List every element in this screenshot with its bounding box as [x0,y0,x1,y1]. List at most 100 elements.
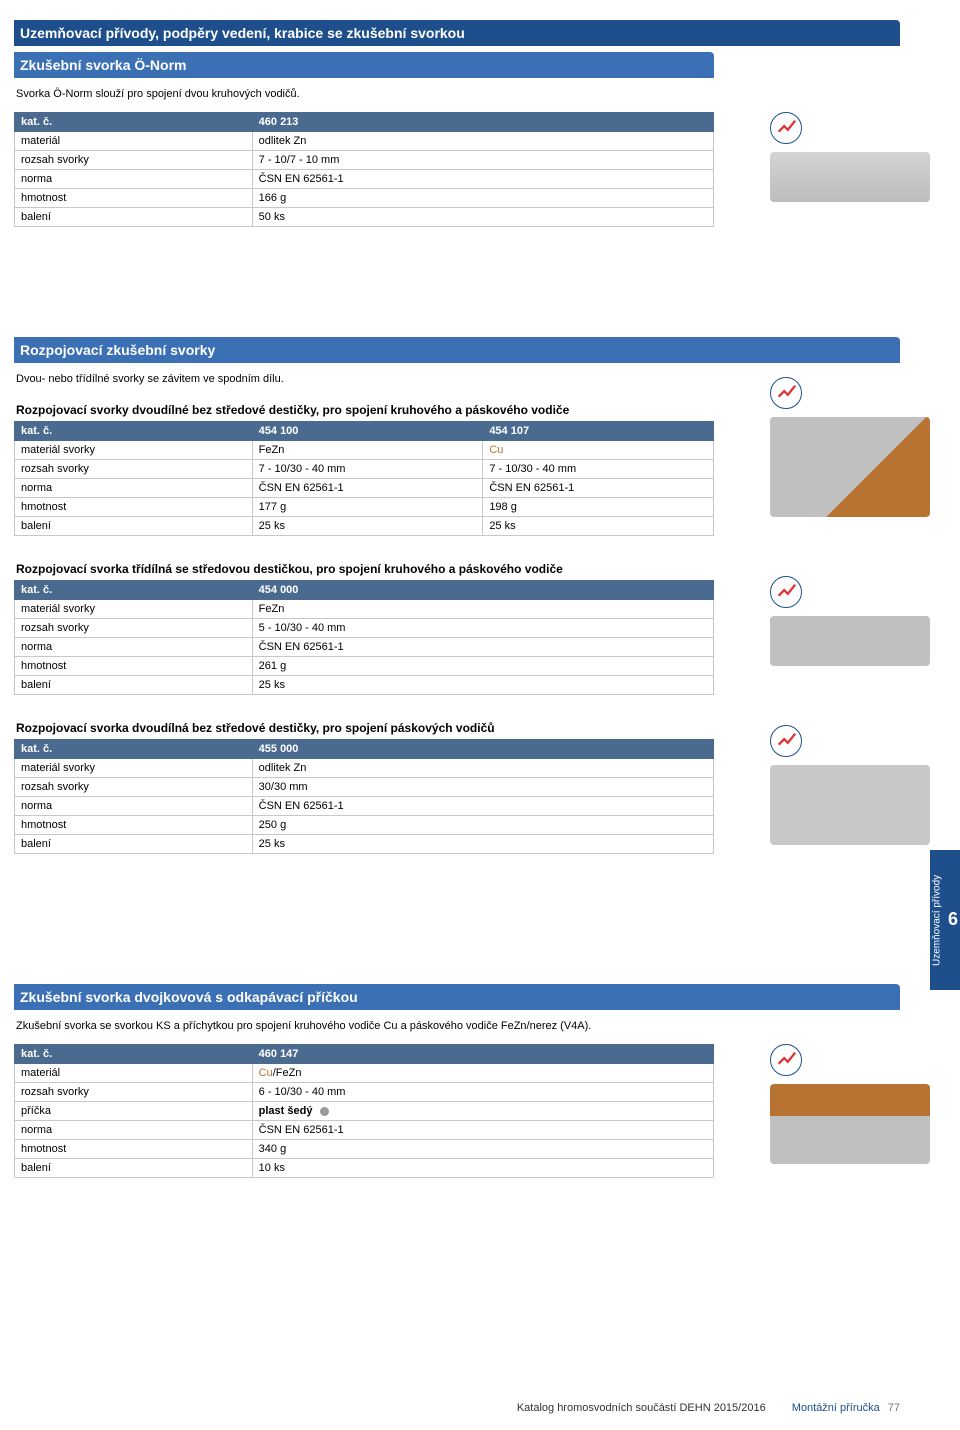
t4-r2v: 30/30 mm [252,778,713,797]
page-footer: Katalog hromosvodních součástí DEHN 2015… [517,1402,900,1414]
t5-r2k: rozsah svorky [15,1083,253,1102]
title-c: Rozpojovací svorka dvoudílná bez středov… [14,715,900,739]
t3-r2k: rozsah svorky [15,619,253,638]
t5-r2v: 6 - 10/30 - 40 mm [252,1083,713,1102]
grey-dot-icon [320,1107,329,1116]
t2-r5v2: 25 ks [483,517,714,536]
t1-r2k: rozsah svorky [15,151,253,170]
t2-r1v2: Cu [483,441,714,460]
footer-page: 77 [888,1402,900,1414]
t4-kat-val: 455 000 [252,740,713,759]
t3-kat-val: 454 000 [252,581,713,600]
section3-banner: Zkušební svorka dvojkovová s odkapávací … [14,984,900,1010]
t1-kat-label: kat. č. [15,113,253,132]
main-banner: Uzemňovací přívody, podpěry vedení, krab… [14,20,900,46]
spec-table-5: kat. č.460 147 materiál Cu/FeZn rozsah s… [14,1044,714,1178]
t5-r4v: ČSN EN 62561-1 [252,1121,713,1140]
section2-desc: Dvou- nebo třídílné svorky se závitem ve… [14,369,900,397]
t3-r4v: 261 g [252,657,713,676]
t3-r1k: materiál svorky [15,600,253,619]
footer-right-link[interactable]: Montážní příručka [792,1402,880,1414]
t2-c1: 454 100 [252,422,483,441]
t3-r5k: balení [15,676,253,695]
t5-r5v: 340 g [252,1140,713,1159]
t5-r1k: materiál [15,1064,253,1083]
block-2a: Rozpojovací svorky dvoudílné bez středov… [14,397,900,536]
t4-r1v: odlitek Zn [252,759,713,778]
t4-kat-label: kat. č. [15,740,253,759]
section2-title-a: Rozpojovací svorky dvoudílné bez středov… [14,397,900,421]
t4-r4v: 250 g [252,816,713,835]
t2-r4v1: 177 g [252,498,483,517]
product-image-area-2 [770,377,940,517]
t3-r1v: FeZn [252,600,713,619]
t5-r3v: plast šedý [259,1105,313,1117]
side-tab-label: Uzemňovací přívody [931,874,942,965]
t1-r5k: balení [15,208,253,227]
product-image-area-4 [770,725,940,845]
t2-r3v1: ČSN EN 62561-1 [252,479,483,498]
t5-kat-val: 460 147 [252,1045,713,1064]
block-3: kat. č.460 147 materiál Cu/FeZn rozsah s… [14,1044,900,1178]
t5-r5k: hmotnost [15,1140,253,1159]
t1-r4v: 166 g [252,189,713,208]
product-image-2 [770,417,930,517]
title-b: Rozpojovací svorka třídílná se středovou… [14,556,900,580]
product-image-area-1 [770,112,940,202]
t4-r5v: 25 ks [252,835,713,854]
t2-r2v1: 7 - 10/30 - 40 mm [252,460,483,479]
t1-r4k: hmotnost [15,189,253,208]
t1-r1v: odlitek Zn [252,132,713,151]
section3-desc: Zkušební svorka se svorkou KS a příchytk… [14,1016,900,1044]
t3-r5v: 25 ks [252,676,713,695]
t2-r3v2: ČSN EN 62561-1 [483,479,714,498]
side-tab: Uzemňovací přívody 6 [930,850,960,990]
t5-r6k: balení [15,1159,253,1178]
t1-r5v: 50 ks [252,208,713,227]
product-image-area-3 [770,576,940,666]
t3-r3v: ČSN EN 62561-1 [252,638,713,657]
t2-r5k: balení [15,517,253,536]
t4-r5k: balení [15,835,253,854]
t2-r2k: rozsah svorky [15,460,253,479]
t5-r3k: příčka [15,1102,253,1121]
block-2b: Rozpojovací svorka třídílná se středovou… [14,556,900,695]
t5-r6v: 10 ks [252,1159,713,1178]
t1-r1k: materiál [15,132,253,151]
tested-badge-icon [770,576,802,608]
footer-left: Katalog hromosvodních součástí DEHN 2015… [517,1402,766,1414]
t2-r4k: hmotnost [15,498,253,517]
sub-desc-1: Svorka Ö-Norm slouží pro spojení dvou kr… [14,84,900,112]
t3-r3k: norma [15,638,253,657]
t4-r3k: norma [15,797,253,816]
t2-r1v1: FeZn [252,441,483,460]
t2-r3k: norma [15,479,253,498]
t4-r1k: materiál svorky [15,759,253,778]
product-image-3 [770,616,930,666]
t2-kat-label: kat. č. [15,422,253,441]
t2-r2v2: 7 - 10/30 - 40 mm [483,460,714,479]
sub-banner-1: Zkušební svorka Ö-Norm [14,52,714,78]
product-image-1 [770,152,930,202]
t5-r1v-cu: Cu [259,1067,273,1079]
t3-r4k: hmotnost [15,657,253,676]
product-image-4 [770,765,930,845]
t2-r5v1: 25 ks [252,517,483,536]
t4-r3v: ČSN EN 62561-1 [252,797,713,816]
block-2c: Rozpojovací svorka dvoudílná bez středov… [14,715,900,854]
spec-table-4: kat. č.455 000 materiál svorkyodlitek Zn… [14,739,714,854]
spec-table-3: kat. č.454 000 materiál svorkyFeZn rozsa… [14,580,714,695]
tested-badge-icon [770,1044,802,1076]
product-image-5 [770,1084,930,1164]
t1-r3k: norma [15,170,253,189]
t5-kat-label: kat. č. [15,1045,253,1064]
spec-table-1: kat. č.460 213 materiálodlitek Zn rozsah… [14,112,714,227]
t3-kat-label: kat. č. [15,581,253,600]
t5-r1v-fe: FeZn [276,1067,302,1079]
t2-r4v2: 198 g [483,498,714,517]
side-tab-num: 6 [948,910,958,931]
t4-r2k: rozsah svorky [15,778,253,797]
t1-r2v: 7 - 10/7 - 10 mm [252,151,713,170]
tested-badge-icon [770,725,802,757]
t1-kat-val: 460 213 [252,113,713,132]
